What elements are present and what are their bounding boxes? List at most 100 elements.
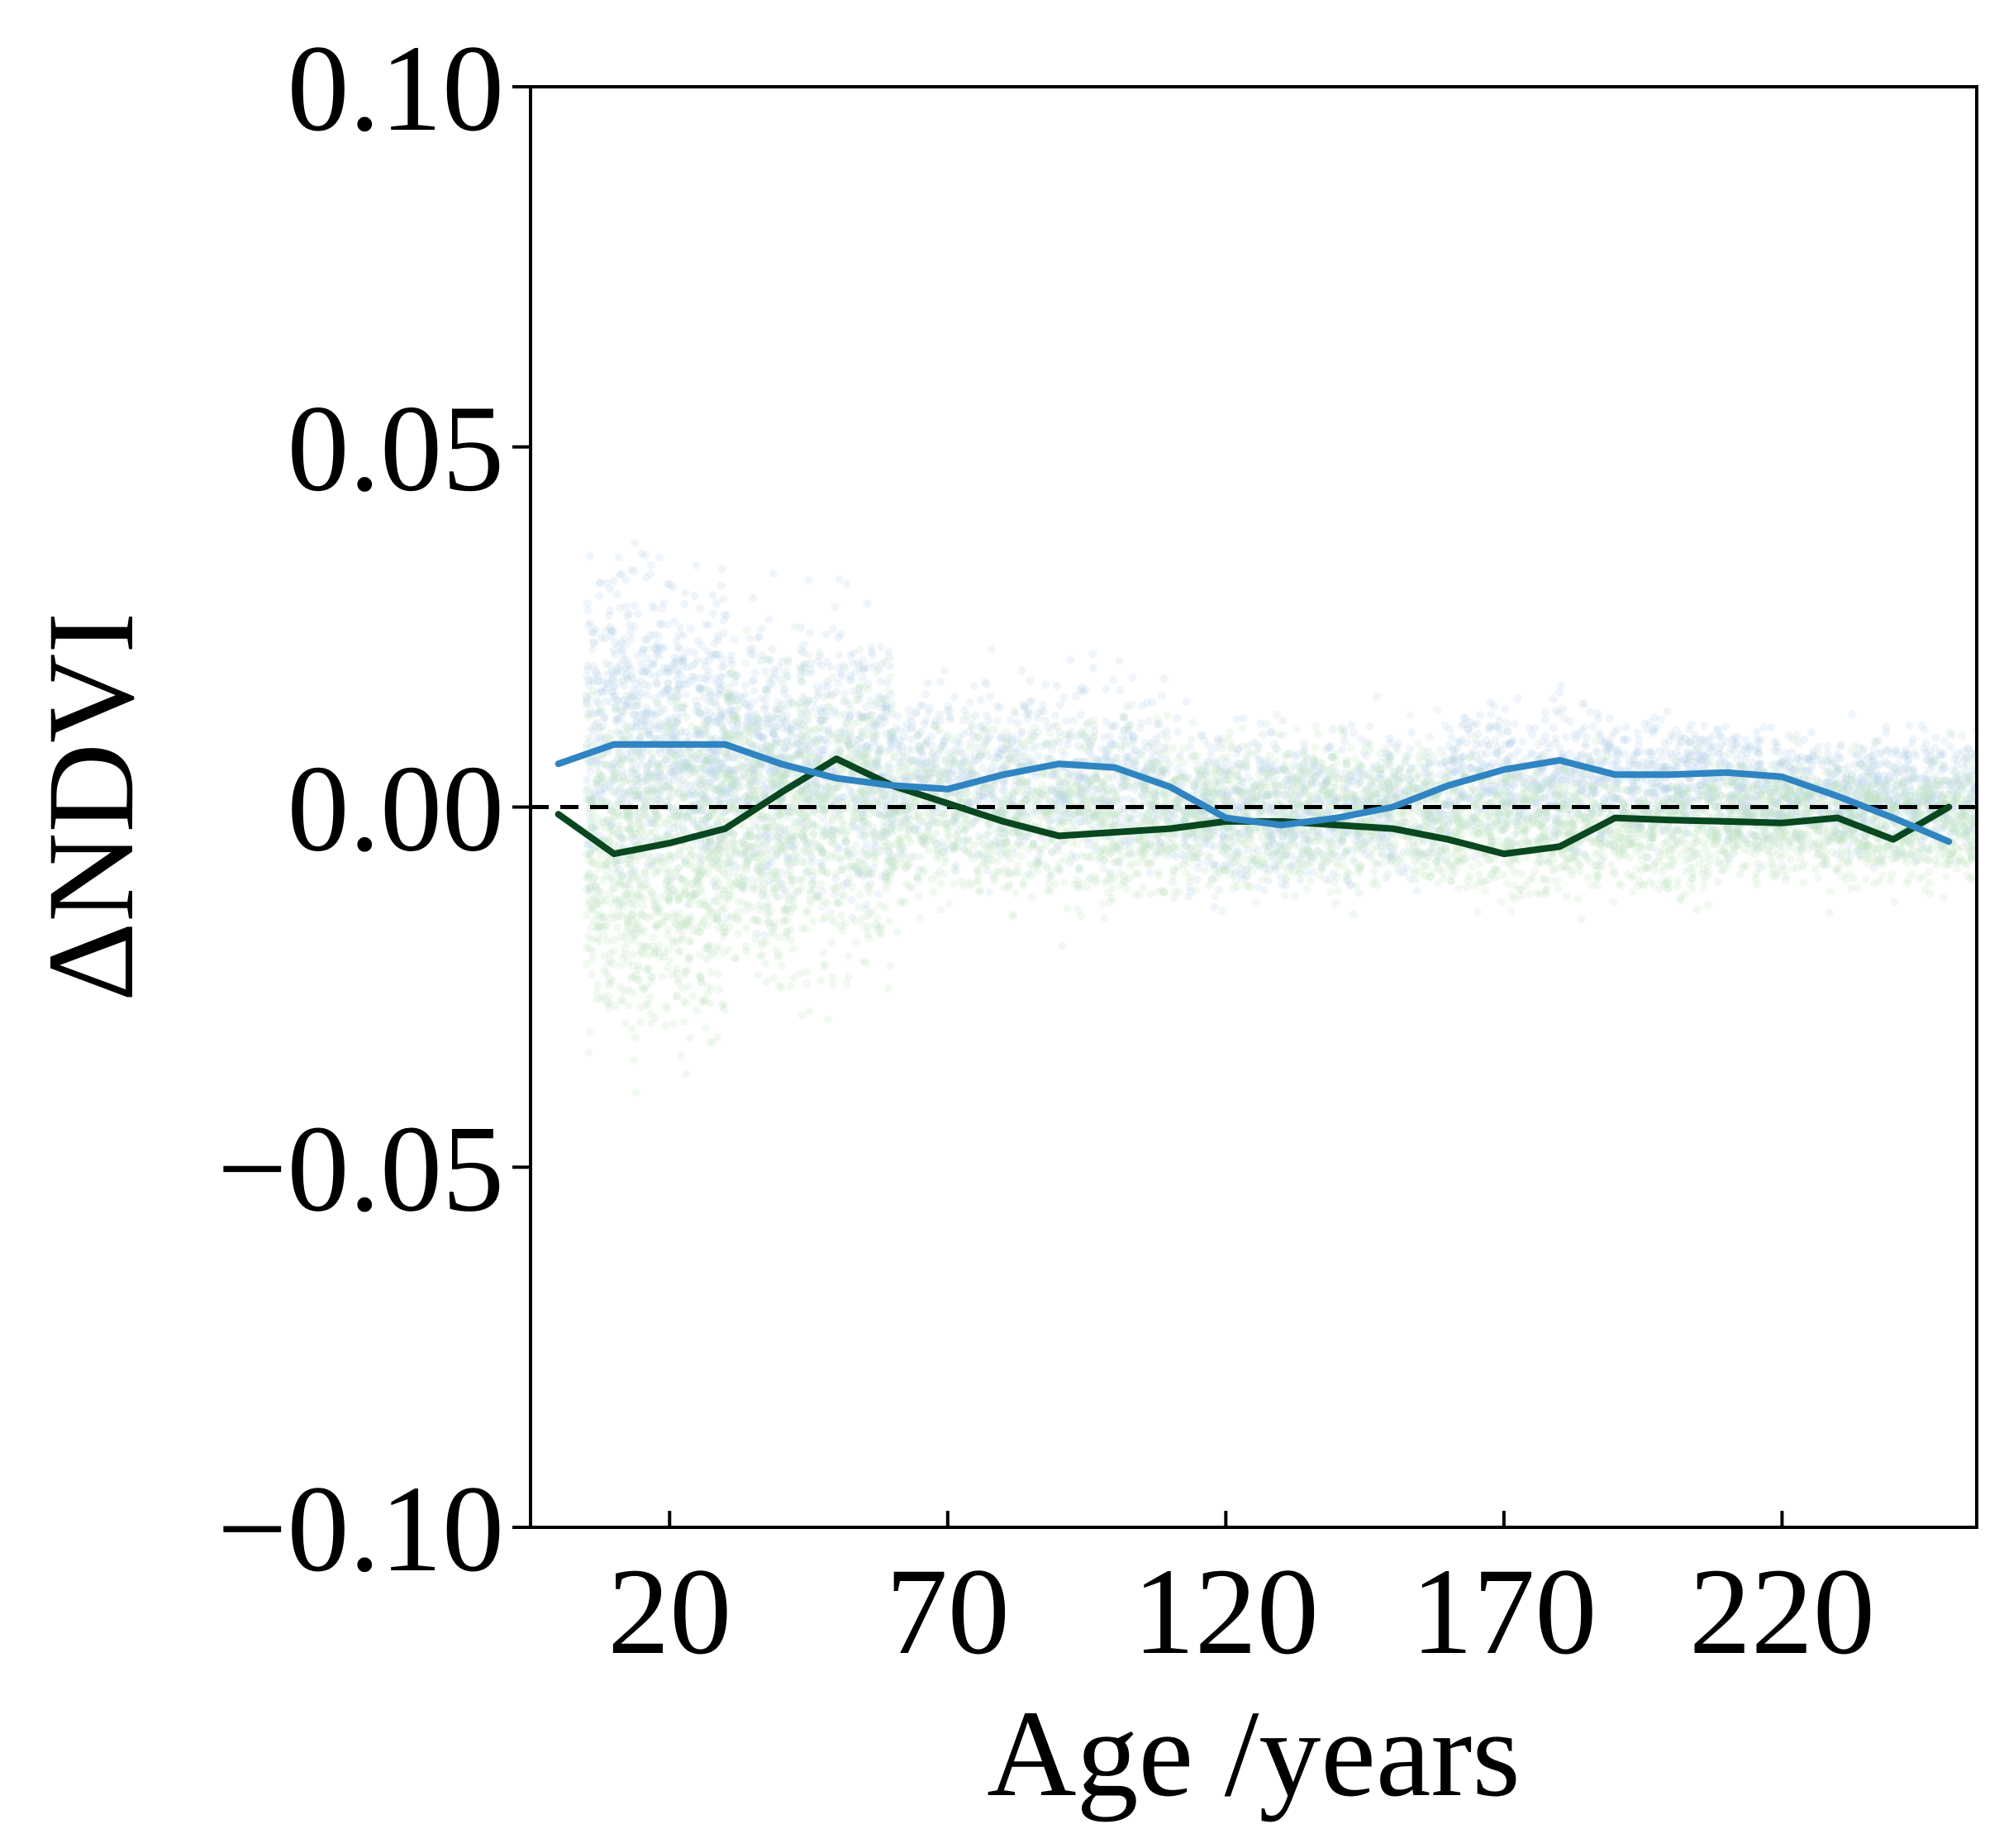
scatter-point bbox=[1432, 759, 1441, 768]
scatter-point bbox=[711, 882, 720, 891]
scatter-point bbox=[717, 663, 726, 672]
scatter-point bbox=[719, 594, 728, 603]
scatter-point bbox=[831, 603, 840, 611]
scatter-point bbox=[688, 892, 697, 901]
scatter-point bbox=[699, 786, 708, 794]
scatter-point bbox=[985, 888, 994, 897]
scatter-point bbox=[664, 772, 673, 781]
scatter-point bbox=[1071, 692, 1080, 701]
scatter-point bbox=[633, 698, 642, 707]
scatter-point bbox=[702, 676, 712, 684]
scatter-point bbox=[756, 694, 765, 703]
scatter-point bbox=[664, 728, 673, 737]
scatter-point bbox=[588, 795, 597, 804]
scatter-point bbox=[799, 641, 808, 650]
scatter-point bbox=[601, 634, 610, 643]
scatter-point bbox=[688, 761, 697, 770]
scatter-point bbox=[667, 891, 676, 900]
scatter-point bbox=[712, 750, 720, 759]
scatter-point bbox=[596, 579, 605, 588]
scatter-point bbox=[1329, 725, 1337, 734]
scatter-point bbox=[706, 764, 715, 773]
scatter-point bbox=[679, 680, 688, 689]
scatter-point bbox=[614, 553, 623, 562]
scatter-point bbox=[1490, 702, 1499, 710]
scatter-point bbox=[682, 690, 691, 699]
scatter-point bbox=[1078, 688, 1088, 697]
scatter-point bbox=[1550, 769, 1559, 778]
scatter-point bbox=[1366, 722, 1374, 731]
scatter-point bbox=[598, 688, 607, 698]
scatter-point bbox=[1583, 732, 1592, 741]
scatter-point bbox=[916, 701, 926, 710]
scatter-point bbox=[1069, 717, 1078, 725]
scatter-point bbox=[819, 750, 828, 760]
scatter-point bbox=[1510, 751, 1519, 760]
scatter-point bbox=[1066, 655, 1075, 664]
scatter-point bbox=[986, 693, 995, 702]
scatter-point bbox=[650, 693, 659, 703]
scatter-point bbox=[1603, 744, 1612, 753]
scatter-point bbox=[750, 675, 759, 684]
scatter-point bbox=[674, 642, 683, 651]
scatter-point bbox=[640, 680, 649, 689]
scatter-point bbox=[700, 674, 709, 683]
scatter-point bbox=[826, 663, 835, 672]
scatter-point bbox=[583, 606, 593, 615]
scatter-point bbox=[697, 641, 707, 650]
scatter-point bbox=[673, 654, 682, 663]
scatter-point bbox=[583, 775, 592, 784]
scatter-point bbox=[643, 690, 652, 699]
scatter-point bbox=[1578, 751, 1587, 760]
scatter-point bbox=[1121, 753, 1130, 762]
scatter-point bbox=[1620, 750, 1629, 759]
scatter-point bbox=[690, 592, 699, 601]
scatter-point bbox=[691, 767, 700, 776]
scatter-point bbox=[657, 644, 666, 653]
scatter-point bbox=[1545, 744, 1554, 753]
scatter-point bbox=[650, 712, 659, 721]
scatter-point bbox=[637, 754, 646, 763]
scatter-point bbox=[1677, 735, 1685, 743]
scatter-point bbox=[745, 634, 754, 643]
scatter-point bbox=[653, 679, 662, 688]
scatter-point bbox=[1848, 710, 1857, 719]
scatter-point bbox=[1518, 737, 1527, 746]
scatter-point bbox=[618, 898, 627, 907]
scatter-point bbox=[675, 645, 684, 654]
scatter-point bbox=[659, 664, 668, 672]
scatter-point bbox=[1503, 727, 1512, 736]
scatter-point bbox=[648, 602, 657, 611]
scatter-point bbox=[701, 731, 710, 740]
scatter-point bbox=[709, 757, 718, 766]
scatter-point bbox=[876, 643, 885, 651]
scatter-point bbox=[722, 611, 731, 620]
scatter-point bbox=[607, 626, 616, 636]
scatter-point bbox=[716, 685, 726, 694]
scatter-point bbox=[1051, 711, 1060, 720]
scatter-point bbox=[650, 720, 659, 729]
scatter-point bbox=[584, 681, 593, 690]
scatter-point bbox=[691, 696, 700, 705]
scatter-point bbox=[588, 675, 597, 684]
scatter-point bbox=[1475, 711, 1484, 720]
scatter-point bbox=[607, 626, 616, 635]
scatter-point bbox=[1492, 749, 1501, 758]
scatter-point bbox=[636, 751, 645, 760]
scatter-point bbox=[1566, 717, 1574, 726]
scatter-point bbox=[666, 768, 675, 777]
scatter-point bbox=[706, 691, 715, 700]
scatter-point bbox=[705, 656, 714, 665]
scatter-point bbox=[1173, 714, 1182, 723]
scatter-point bbox=[651, 774, 660, 783]
scatter-point bbox=[612, 715, 621, 724]
scatter-point bbox=[1482, 750, 1491, 759]
scatter-point bbox=[659, 704, 669, 713]
scatter-point bbox=[659, 598, 669, 607]
scatter-point bbox=[602, 761, 611, 769]
scatter-point bbox=[633, 651, 642, 660]
scatter-point bbox=[720, 661, 728, 670]
scatter-point bbox=[694, 728, 703, 737]
scatter-point bbox=[1581, 742, 1590, 751]
